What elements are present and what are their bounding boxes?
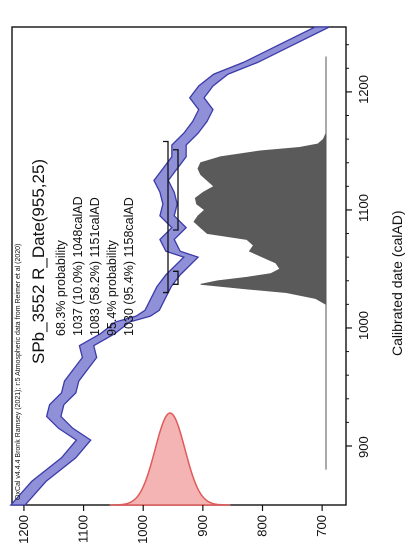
x-tick-label-1100: 1100 <box>356 194 371 222</box>
x-axis-label: Calibrated date (calAD) <box>389 210 405 356</box>
annotation-4: 1030 (95.4%) 1158calAD <box>122 197 136 336</box>
annotation-3: 95.4% probability <box>105 239 119 336</box>
x-tick-label-900: 900 <box>356 436 371 458</box>
range-68-bracket-0 <box>173 270 179 285</box>
calibrated-distribution-layer <box>193 56 327 470</box>
chart-title: SPb_3552 R_Date(955,25) <box>29 159 48 364</box>
y-tick-label-800: 800 <box>255 515 270 537</box>
radiocarbon-date-distribution <box>109 412 231 506</box>
y-tick-label-1000: 1000 <box>135 515 150 544</box>
x-axis-ticks: 900 1000 1100 1200 <box>346 44 371 458</box>
y-tick-label-1100: 1100 <box>76 515 91 543</box>
annotation-2: 1083 (58.2%) 1151calAD <box>88 197 102 336</box>
annotation-0: 68.3% probability <box>54 239 68 336</box>
chart-credit: OxCal v4.4.4 Bronk Ramsey (2021); r:5 At… <box>15 244 22 500</box>
calibrated-date-distribution <box>193 133 327 306</box>
y-tick-label-1200: 1200 <box>16 515 31 544</box>
x-tick-label-1200: 1200 <box>356 75 371 104</box>
range-68-bracket-1 <box>173 149 179 231</box>
calibration-curve-band <box>9 26 330 506</box>
range-brackets-layer <box>163 140 179 294</box>
annotation-1: 1037 (10.0%) 1048calAD <box>71 196 85 336</box>
radiocarbon-date-layer <box>109 412 231 506</box>
y-tick-label-900: 900 <box>195 515 210 537</box>
y-tick-label-700: 700 <box>314 515 329 537</box>
calibration-curve-layer <box>9 26 330 506</box>
range-95-bracket-0 <box>163 140 169 294</box>
x-tick-label-1000: 1000 <box>356 311 371 340</box>
y-axis-ticks: 700 800 900 1000 1100 1200 <box>16 505 329 544</box>
